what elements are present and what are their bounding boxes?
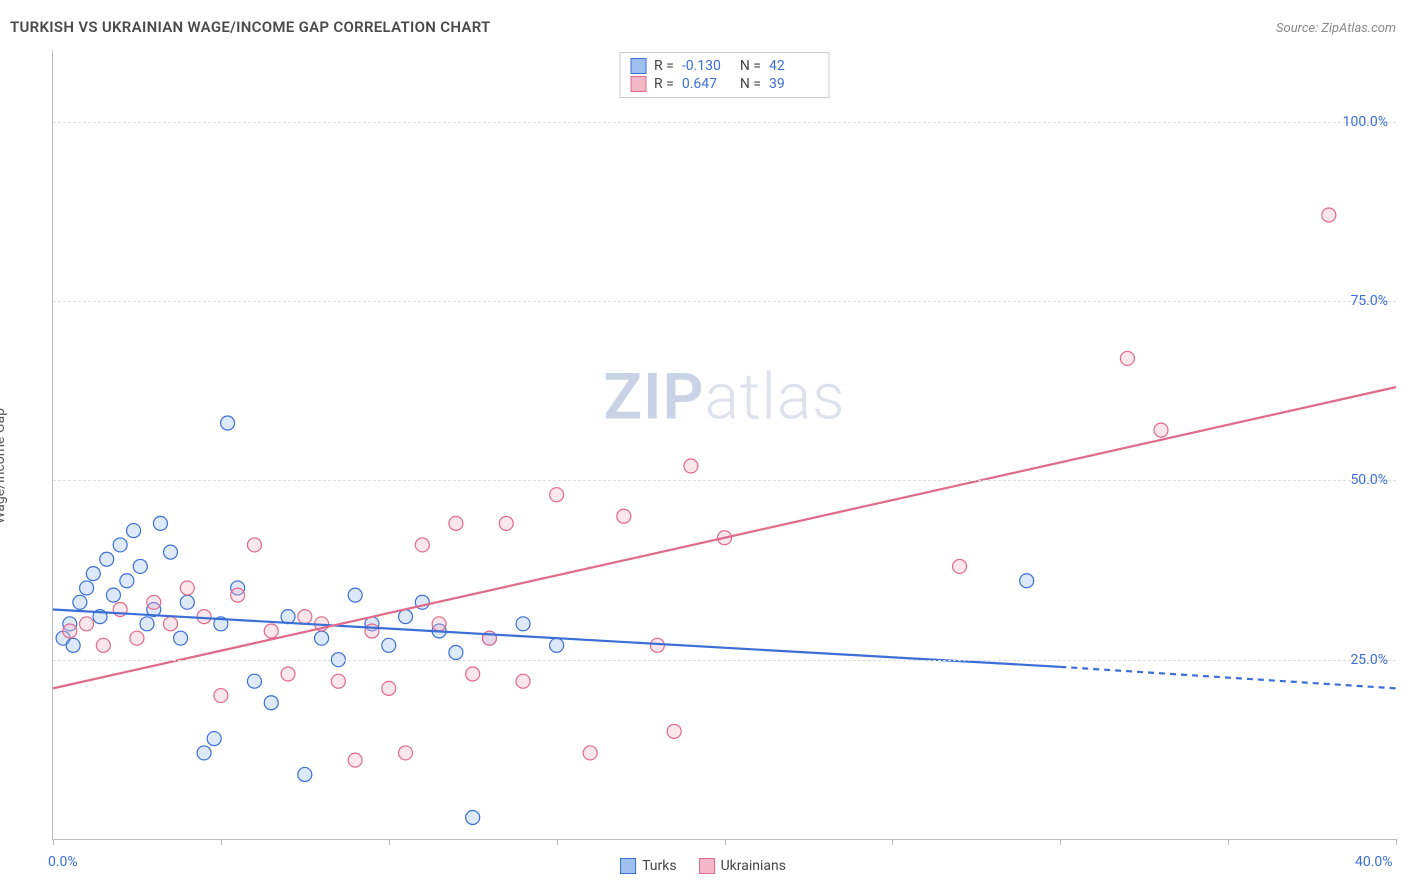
y-tick-label: 100.0% <box>1343 114 1388 130</box>
y-axis-label: Wage/Income Gap <box>0 408 8 524</box>
r-value-ukrainians: 0.647 <box>682 76 732 92</box>
chart-header: TURKISH VS UKRAINIAN WAGE/INCOME GAP COR… <box>10 18 1396 36</box>
x-tick-label: 0.0% <box>48 854 78 870</box>
legend-swatch-ukrainians <box>630 76 646 92</box>
chart-source: Source: ZipAtlas.com <box>1276 21 1396 36</box>
chart-container: Wage/Income Gap ZIPatlas R = -0.130 N = … <box>10 50 1396 882</box>
legend-row-ukrainians: R = 0.647 N = 39 <box>630 75 819 93</box>
legend-swatch-turks-bottom <box>620 858 636 874</box>
series-legend: Turks Ukrainians <box>620 858 786 874</box>
chart-title: TURKISH VS UKRAINIAN WAGE/INCOME GAP COR… <box>10 18 491 36</box>
correlation-legend: R = -0.130 N = 42 R = 0.647 N = 39 <box>619 52 830 98</box>
legend-swatch-turks <box>630 58 646 74</box>
legend-label-turks: Turks <box>642 858 677 874</box>
legend-row-turks: R = -0.130 N = 42 <box>630 57 819 75</box>
y-tick-label: 50.0% <box>1350 472 1388 488</box>
legend-swatch-ukrainians-bottom <box>699 858 715 874</box>
plot-svg <box>53 50 1396 839</box>
n-value-ukrainians: 39 <box>769 76 819 92</box>
y-tick-label: 75.0% <box>1350 293 1388 309</box>
n-value-turks: 42 <box>769 58 819 74</box>
x-tick-label: 40.0% <box>1355 854 1393 870</box>
y-tick-label: 25.0% <box>1350 652 1388 668</box>
legend-label-ukrainians: Ukrainians <box>721 858 786 874</box>
r-value-turks: -0.130 <box>682 58 732 74</box>
plot-area: ZIPatlas R = -0.130 N = 42 R = 0.647 N =… <box>52 50 1396 840</box>
legend-item-turks: Turks <box>620 858 677 874</box>
legend-item-ukrainians: Ukrainians <box>699 858 786 874</box>
